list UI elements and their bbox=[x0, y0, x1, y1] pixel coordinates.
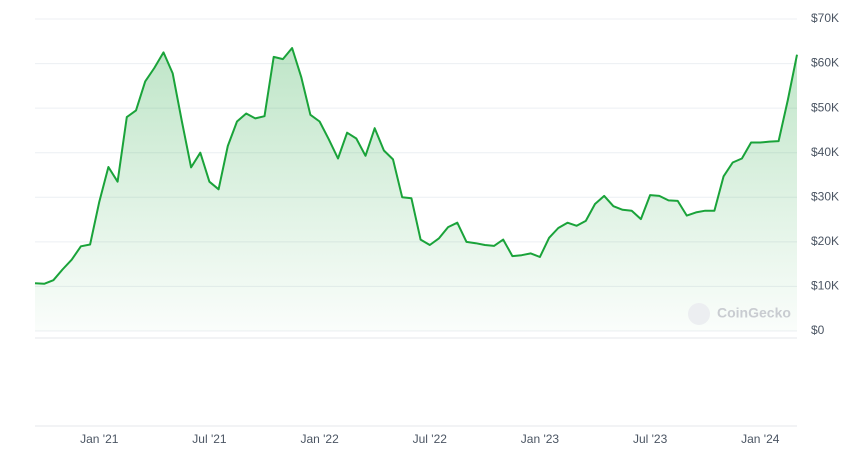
x-tick-label: Jul '22 bbox=[413, 432, 448, 446]
x-tick-label: Jan '23 bbox=[521, 432, 560, 446]
y-tick-label: $40K bbox=[811, 145, 839, 159]
y-tick-label: $10K bbox=[811, 279, 839, 293]
area-fill bbox=[35, 48, 797, 331]
y-tick-label: $0 bbox=[811, 323, 825, 337]
x-tick-label: Jan '24 bbox=[741, 432, 780, 446]
x-tick-label: Jan '21 bbox=[80, 432, 119, 446]
x-tick-label: Jul '23 bbox=[633, 432, 668, 446]
y-tick-label: $60K bbox=[811, 56, 839, 70]
watermark: CoinGecko bbox=[717, 305, 791, 321]
x-tick-label: Jul '21 bbox=[192, 432, 227, 446]
x-tick-label: Jan '22 bbox=[300, 432, 339, 446]
y-tick-label: $30K bbox=[811, 189, 839, 203]
y-tick-label: $70K bbox=[811, 11, 839, 25]
watermark-logo bbox=[688, 303, 710, 325]
y-tick-label: $20K bbox=[811, 234, 839, 248]
y-tick-label: $50K bbox=[811, 100, 839, 114]
price-line bbox=[34, 47, 798, 285]
